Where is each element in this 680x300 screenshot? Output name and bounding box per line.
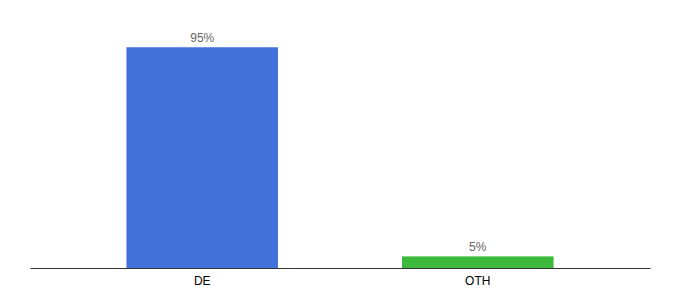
bar [126,47,278,268]
plot: 95% 5% DE OTH [31,31,651,287]
data-labels: 95% 5% [190,31,487,254]
x-tick: OTH [465,274,490,288]
chart: 95% 5% DE OTH [0,0,680,300]
data-label: 5% [469,240,487,254]
x-tick-label: OTH [465,274,490,288]
x-axis-line [31,268,651,269]
bar [402,256,554,268]
x-tick-label: DE [194,274,211,288]
data-label: 95% [190,31,214,45]
x-tick: DE [194,274,211,288]
x-axis: DE OTH [31,269,651,288]
bars [126,47,553,268]
